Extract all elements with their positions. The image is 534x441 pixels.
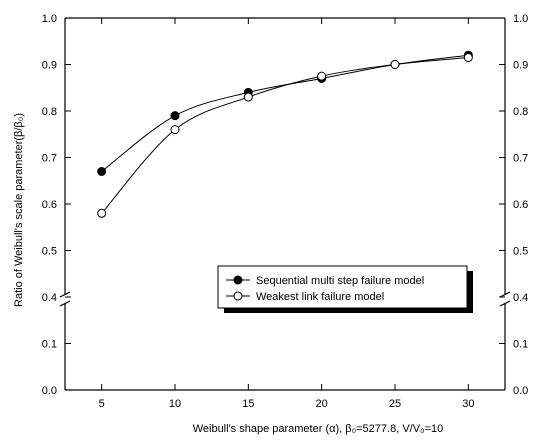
y-tick-label-right-1.0: 1.0 bbox=[513, 13, 528, 25]
series-curves bbox=[101, 54, 469, 214]
plot-frame bbox=[59, 17, 511, 391]
data-point-weakest-15 bbox=[243, 92, 253, 102]
legend-marker-weakest bbox=[233, 291, 243, 301]
y-tick-label-left-0.9: 0.9 bbox=[42, 60, 57, 72]
series-line-weakest bbox=[101, 57, 469, 214]
legend-label-weakest: Weakest link failure model bbox=[256, 291, 384, 303]
data-point-weakest-30 bbox=[463, 53, 473, 63]
x-tick-label-25: 25 bbox=[389, 398, 401, 410]
axis-break-mark-left-lower bbox=[59, 300, 71, 307]
y-axis-label: Ratio of Weibull's scale parameter(β/β₀) bbox=[13, 113, 25, 307]
x-axis-label: Weibull's shape parameter (α), β₀=5277.8… bbox=[193, 423, 444, 435]
data-point-sequential-5 bbox=[97, 166, 107, 176]
legend: Sequential multi step failure model Weak… bbox=[217, 265, 473, 313]
x-tick-label-10: 10 bbox=[169, 398, 181, 410]
y-tick-label-right-0.6: 0.6 bbox=[513, 199, 528, 211]
y-tick-label-right-0.4: 0.4 bbox=[513, 292, 528, 304]
y-tick-label-left-0.0: 0.0 bbox=[42, 385, 57, 397]
axis-break-mark-right-upper bbox=[499, 291, 511, 298]
data-point-weakest-25 bbox=[390, 60, 400, 69]
y-tick-label-right-0.1: 0.1 bbox=[513, 339, 528, 351]
series-points bbox=[97, 50, 473, 218]
x-tick-label-15: 15 bbox=[242, 398, 254, 410]
x-tick-label-30: 30 bbox=[462, 398, 474, 410]
y-tick-label-left-0.1: 0.1 bbox=[42, 339, 57, 351]
legend-label-sequential: Sequential multi step failure model bbox=[256, 275, 424, 287]
y-tick-label-right-0.0: 0.0 bbox=[513, 385, 528, 397]
data-point-weakest-10 bbox=[170, 125, 180, 135]
y-tick-label-left-0.6: 0.6 bbox=[42, 199, 57, 211]
axis-break-mark-left-upper bbox=[59, 291, 71, 298]
y-tick-label-left-1.0: 1.0 bbox=[42, 13, 57, 25]
axis-break-mark-right-lower bbox=[499, 300, 511, 307]
data-point-weakest-5 bbox=[97, 208, 107, 218]
series-line-sequential bbox=[101, 54, 469, 172]
x-tick-label-20: 20 bbox=[316, 398, 328, 410]
y-tick-label-right-0.9: 0.9 bbox=[513, 60, 528, 72]
y-tick-label-right-0.5: 0.5 bbox=[513, 246, 528, 258]
y-tick-label-left-0.5: 0.5 bbox=[42, 246, 57, 258]
data-point-weakest-20 bbox=[317, 71, 327, 81]
data-point-sequential-10 bbox=[170, 111, 180, 121]
legend-box bbox=[217, 265, 468, 309]
y-tick-label-left-0.7: 0.7 bbox=[42, 153, 57, 165]
legend-marker-sequential bbox=[233, 275, 243, 285]
axis-ticks: 0.0 0.0 0.1 0.1 0.4 0.4 0.5 0.5 0.6 0.6 0.7 0.7 0.8 0… bbox=[42, 13, 529, 410]
x-tick-label-5: 5 bbox=[99, 398, 105, 410]
y-tick-label-left-0.8: 0.8 bbox=[42, 106, 57, 118]
y-tick-label-right-0.8: 0.8 bbox=[513, 106, 528, 118]
y-tick-label-right-0.7: 0.7 bbox=[513, 153, 528, 165]
y-tick-label-left-0.4: 0.4 bbox=[42, 292, 57, 304]
